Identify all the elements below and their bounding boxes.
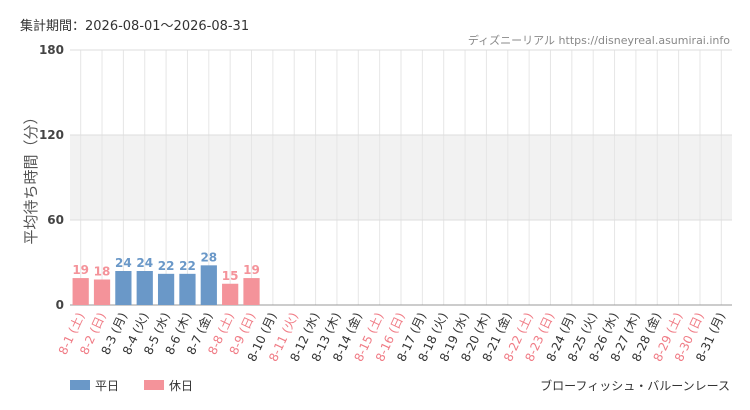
chart-title: 集計期間：2026-08-01～2026-08-31	[20, 18, 249, 34]
data-label: 28	[200, 250, 217, 264]
bar	[136, 271, 153, 305]
legend-label: 休日	[169, 379, 193, 393]
bar	[200, 265, 217, 305]
data-label: 15	[222, 269, 239, 283]
bar	[222, 283, 239, 305]
credit: ディズニーリアル https://disneyreal.asumirai.inf…	[468, 33, 730, 47]
y-axis-label: 平均待ち時間（分）	[22, 109, 40, 244]
data-label: 22	[158, 259, 175, 273]
attraction-name: ブローフィッシュ・バルーンレース	[540, 378, 730, 393]
y-tick-label: 180	[39, 43, 64, 57]
bar	[93, 279, 111, 305]
bar	[157, 273, 175, 305]
bar	[72, 278, 89, 305]
y-tick-label: 0	[56, 298, 64, 312]
data-label: 18	[94, 265, 111, 279]
data-label: 24	[115, 256, 132, 270]
data-label: 22	[179, 259, 196, 273]
bar	[115, 271, 132, 305]
data-label: 19	[243, 263, 260, 277]
data-label: 19	[72, 263, 89, 277]
legend-swatch	[144, 380, 165, 390]
bar	[243, 278, 260, 305]
legend-label: 平日	[95, 379, 119, 393]
data-label: 24	[136, 256, 153, 270]
y-tick-label: 120	[39, 128, 64, 142]
y-tick-label: 60	[47, 213, 64, 227]
legend-swatch	[70, 380, 90, 390]
bar	[179, 273, 196, 305]
